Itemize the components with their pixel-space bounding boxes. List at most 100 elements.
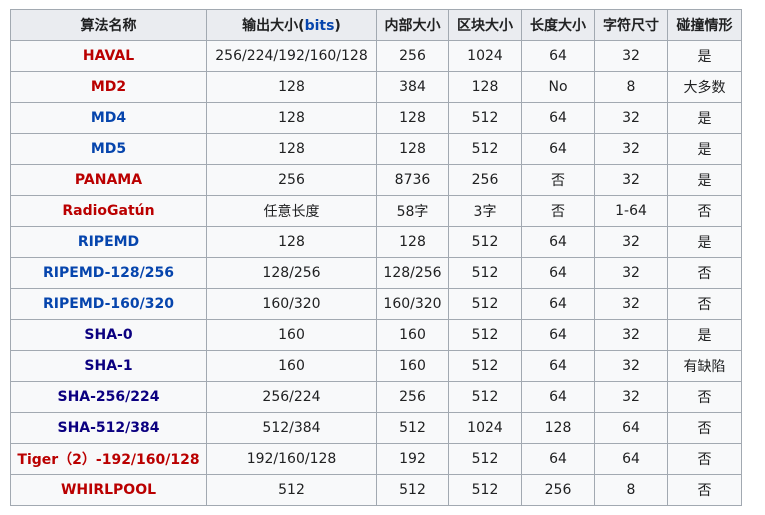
- output-cell: 128/256: [206, 257, 377, 289]
- hash-algorithm-table: 算法名称 输出大小(bits) 内部大小 区块大小 长度大小 字符尺寸 碰撞情形…: [10, 9, 742, 506]
- algorithm-link[interactable]: RIPEMD-128/256: [43, 265, 174, 281]
- algorithm-link[interactable]: RIPEMD-160/320: [43, 296, 174, 312]
- algorithm-link[interactable]: SHA-512/384: [57, 420, 160, 436]
- length-cell: 否: [521, 195, 595, 227]
- table-row: RIPEMD 128 128 512 64 32 是: [10, 226, 742, 258]
- char-cell: 32: [594, 381, 668, 413]
- output-cell: 160: [206, 319, 377, 351]
- header-collision: 碰撞情形: [667, 9, 742, 41]
- table-row: RIPEMD-128/256 128/256 128/256 512 64 32 否: [10, 257, 742, 289]
- collision-cell: 是: [667, 133, 742, 165]
- block-cell: 512: [448, 381, 522, 413]
- output-cell: 任意长度: [206, 195, 377, 227]
- algorithm-link[interactable]: RadioGatún: [62, 203, 155, 219]
- char-cell: 32: [594, 133, 668, 165]
- internal-cell: 256: [376, 40, 449, 72]
- algorithm-name-cell: SHA-1: [10, 350, 207, 382]
- output-cell: 160: [206, 350, 377, 382]
- table-row: RadioGatún 任意长度 58字 3字否 1-64 否: [10, 195, 742, 227]
- output-cell: 128: [206, 133, 377, 165]
- output-cell: 160/320: [206, 288, 377, 320]
- algorithm-link[interactable]: HAVAL: [82, 48, 135, 64]
- internal-cell: 58字: [376, 195, 449, 227]
- output-cell: 512: [206, 474, 377, 506]
- char-cell: 32: [594, 288, 668, 320]
- algorithm-link[interactable]: WHIRLPOOL: [60, 482, 157, 498]
- header-block: 区块大小: [448, 9, 522, 41]
- length-cell: 64: [521, 350, 595, 382]
- output-cell: 192/160/128: [206, 443, 377, 475]
- algorithm-link[interactable]: Tiger（2）-192/160/128: [17, 452, 200, 468]
- header-length: 长度大小: [521, 9, 595, 41]
- length-cell: 64: [521, 257, 595, 289]
- table-row: SHA-256/224 256/224 256 512 64 32 否: [10, 381, 742, 413]
- internal-cell: 512: [376, 474, 449, 506]
- table-row: SHA-512/384 512/384 512 1024 128 64 否: [10, 412, 742, 444]
- collision-cell: 是: [667, 102, 742, 134]
- algorithm-name-cell: RIPEMD-128/256: [10, 257, 207, 289]
- block-cell: 1024: [448, 40, 522, 72]
- algorithm-name-cell: SHA-512/384: [10, 412, 207, 444]
- length-cell: 128: [521, 412, 595, 444]
- table-row: WHIRLPOOL 512 512 512 256 8 否: [10, 474, 742, 506]
- algorithm-link[interactable]: PANAMA: [74, 172, 143, 188]
- header-internal: 内部大小: [376, 9, 449, 41]
- collision-cell: 有缺陷: [667, 350, 742, 382]
- block-cell: 512: [448, 319, 522, 351]
- char-cell: 1-64: [594, 195, 668, 227]
- table-row: SHA-0 160 160 512 64 32 是: [10, 319, 742, 351]
- output-cell: 512/384: [206, 412, 377, 444]
- collision-cell: 是: [667, 40, 742, 72]
- table-row: RIPEMD-160/320 160/320 160/320 512 64 32 否: [10, 288, 742, 320]
- output-cell: 128: [206, 102, 377, 134]
- block-cell: 512: [448, 474, 522, 506]
- algorithm-name-cell: MD5: [10, 133, 207, 165]
- char-cell: 32: [594, 319, 668, 351]
- collision-cell: 否: [667, 443, 742, 475]
- algorithm-link[interactable]: MD5: [90, 141, 127, 157]
- algorithm-link[interactable]: SHA-0: [84, 327, 133, 343]
- collision-cell: 是: [667, 164, 742, 196]
- algorithm-name-cell: RIPEMD-160/320: [10, 288, 207, 320]
- internal-cell: 512: [376, 412, 449, 444]
- block-cell: 512: [448, 350, 522, 382]
- length-cell: 否: [521, 164, 595, 196]
- length-cell: 256: [521, 474, 595, 506]
- algorithm-name-cell: Tiger（2）-192/160/128: [10, 443, 207, 475]
- algorithm-link[interactable]: SHA-1: [84, 358, 133, 374]
- length-cell: 64: [521, 288, 595, 320]
- internal-cell: 8736: [376, 164, 449, 196]
- algorithm-link[interactable]: SHA-256/224: [57, 389, 160, 405]
- algorithm-link[interactable]: MD4: [90, 110, 127, 126]
- char-cell: 8: [594, 71, 668, 103]
- char-cell: 32: [594, 350, 668, 382]
- internal-cell: 128: [376, 226, 449, 258]
- block-cell: 512: [448, 133, 522, 165]
- char-cell: 32: [594, 102, 668, 134]
- block-cell: 1024: [448, 412, 522, 444]
- collision-cell: 否: [667, 474, 742, 506]
- output-cell: 128: [206, 226, 377, 258]
- char-cell: 64: [594, 443, 668, 475]
- header-output: 输出大小(bits): [206, 9, 377, 41]
- length-cell: 64: [521, 102, 595, 134]
- internal-cell: 384: [376, 71, 449, 103]
- table-row: PANAMA 256 8736 256 否 32 是: [10, 164, 742, 196]
- table-row: MD2 128 384 128 No 8 大多数: [10, 71, 742, 103]
- collision-cell: 否: [667, 412, 742, 444]
- algorithm-link[interactable]: MD2: [90, 79, 127, 95]
- char-cell: 32: [594, 40, 668, 72]
- output-cell: 128: [206, 71, 377, 103]
- algorithm-name-cell: SHA-256/224: [10, 381, 207, 413]
- block-cell: 256: [448, 164, 522, 196]
- algorithm-link[interactable]: RIPEMD: [77, 234, 140, 250]
- table-body: HAVAL 256/224/192/160/128 256 1024 64 32 是 MD2 1…: [10, 40, 742, 506]
- block-cell: 512: [448, 102, 522, 134]
- block-cell: 3字: [448, 195, 522, 227]
- internal-cell: 160/320: [376, 288, 449, 320]
- table-row: HAVAL 256/224/192/160/128 256 1024 64 32 是: [10, 40, 742, 72]
- algorithm-name-cell: PANAMA: [10, 164, 207, 196]
- output-cell: 256/224: [206, 381, 377, 413]
- bits-link[interactable]: bits: [304, 18, 335, 34]
- internal-cell: 128: [376, 102, 449, 134]
